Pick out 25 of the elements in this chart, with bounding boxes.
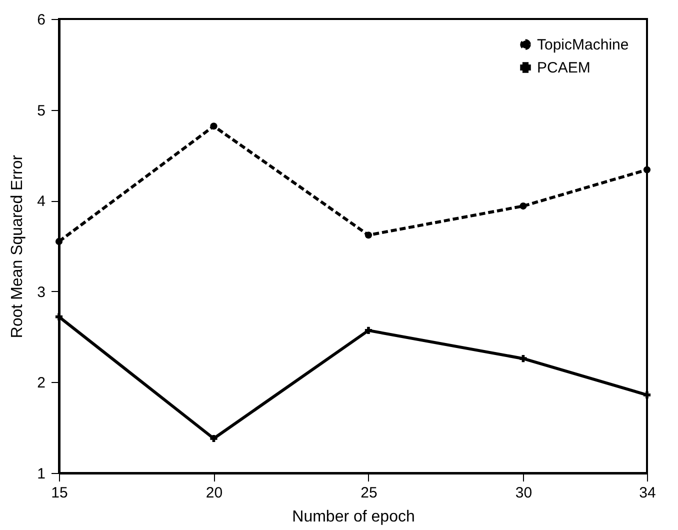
y-tick-label: 4 (37, 193, 46, 210)
point (210, 434, 218, 442)
x-tick-label: 20 (206, 484, 223, 502)
y-tick-label: 6 (37, 12, 46, 28)
legend-label: PCAEM (537, 60, 590, 76)
point (520, 355, 527, 362)
point (520, 202, 527, 210)
legend-label: TopicMachine (537, 36, 629, 54)
x-axis-title: Number of epoch (292, 508, 415, 526)
x-tick-label: 34 (639, 484, 656, 502)
y-axis-title: Root Mean Squared Error (9, 154, 26, 338)
point (55, 238, 63, 245)
point (210, 122, 218, 130)
x-tick-label: 25 (360, 484, 378, 502)
point (643, 166, 651, 174)
y-tick-label: 3 (37, 284, 46, 301)
point (643, 391, 651, 398)
x-tick-label: 30 (515, 484, 532, 502)
x-tick-label: 15 (51, 484, 68, 502)
y-tick-label: 1 (37, 466, 46, 482)
y-tick-label: 5 (37, 102, 46, 120)
point (364, 232, 372, 239)
point (55, 313, 63, 320)
point (364, 326, 372, 334)
y-tick-label: 2 (37, 374, 46, 392)
